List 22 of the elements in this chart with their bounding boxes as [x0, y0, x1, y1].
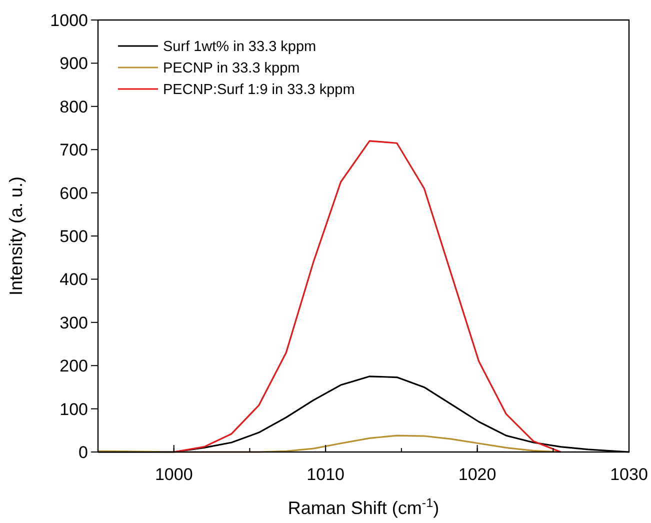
- y-tick-label: 100: [60, 400, 88, 419]
- y-tick-label: 800: [60, 97, 88, 116]
- x-tick-label: 1030: [610, 465, 648, 484]
- y-tick-label: 700: [60, 140, 88, 160]
- x-tick-label: 1000: [154, 465, 193, 484]
- legend-label: PECNP in 33.3 kppm: [163, 60, 300, 77]
- y-tick-label: 400: [60, 270, 88, 290]
- y-tick-label: 200: [60, 356, 88, 376]
- line-series: [98, 434, 562, 453]
- x-axis-title: Raman Shift (cm$^{-1}$): [288, 496, 440, 518]
- y-axis-title: Intensity (a. u.): [6, 176, 26, 296]
- y-tick-label: 0: [78, 442, 88, 462]
- x-tick-label: 1010: [306, 465, 344, 484]
- y-tick-label: 300: [60, 313, 88, 332]
- y-tick-label: 1000: [50, 10, 88, 30]
- y-tick-label: 500: [60, 226, 88, 246]
- legend-label: Surf 1wt% in 33.3 kppm: [163, 39, 316, 56]
- line-series: [173, 140, 562, 453]
- x-tick-label: 1020: [458, 465, 496, 484]
- y-tick-label: 600: [60, 184, 88, 203]
- legend-label: PECNP:Surf 1:9 in 33.3 kppm: [163, 82, 355, 98]
- y-tick-label: 900: [60, 54, 88, 74]
